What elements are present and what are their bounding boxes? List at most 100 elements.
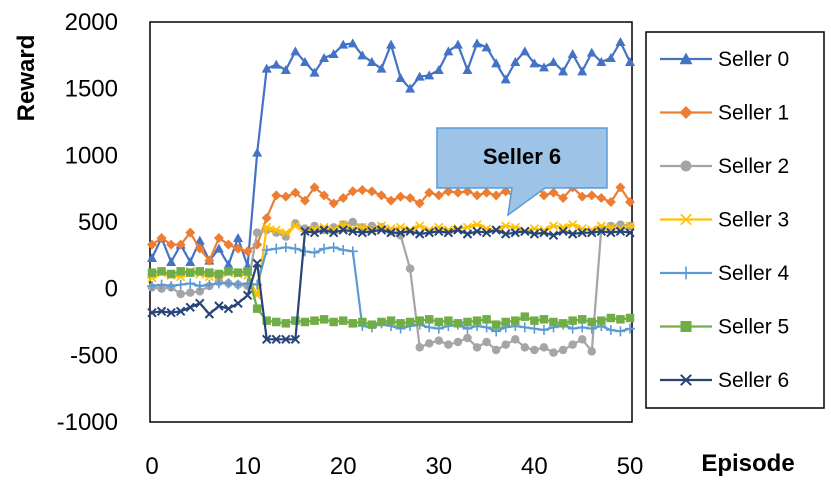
seller-1-point xyxy=(414,198,425,209)
seller-5-point xyxy=(367,320,377,329)
seller-0-point xyxy=(538,62,549,72)
seller-3-point xyxy=(567,220,578,230)
seller-1-point xyxy=(366,186,377,197)
seller-3-point xyxy=(271,225,282,235)
seller-5-point xyxy=(530,316,539,325)
legend-item-seller-6: Seller 6 xyxy=(660,369,789,392)
legend-marker xyxy=(679,106,693,119)
seller-1-point xyxy=(472,190,483,201)
seller-0-point xyxy=(414,71,425,81)
seller-5-point xyxy=(358,317,367,327)
seller-6-point xyxy=(252,258,262,269)
seller-2-point xyxy=(482,337,491,347)
seller-5-point xyxy=(415,316,424,325)
seller-0-point xyxy=(299,57,310,66)
seller-4-point xyxy=(194,281,205,291)
legend-item-seller-0: Seller 0 xyxy=(660,48,789,71)
legend-label: Seller 5 xyxy=(718,316,789,339)
seller-6-point xyxy=(453,225,463,235)
seller-6-point xyxy=(462,229,473,239)
seller-2-point xyxy=(491,345,501,355)
legend-marker xyxy=(680,320,692,333)
seller-1-point xyxy=(433,190,444,201)
x-tick-label: 30 xyxy=(425,453,452,480)
seller-4-point xyxy=(519,322,530,333)
callout-shape xyxy=(436,127,608,217)
seller-5-point xyxy=(463,317,472,327)
seller-0-point xyxy=(481,42,492,52)
seller-4-point xyxy=(166,281,177,291)
callout: Seller 6 xyxy=(436,127,608,217)
seller-4-point xyxy=(615,326,626,337)
x-tick-label: 0 xyxy=(145,453,158,480)
seller-2-point xyxy=(577,335,587,344)
y-tick-label: 2000 xyxy=(65,9,118,36)
seller-5-point xyxy=(453,319,463,328)
seller-0-point xyxy=(366,57,377,66)
seller-1-point xyxy=(309,182,320,193)
seller-1-point xyxy=(242,246,253,257)
seller-5-point xyxy=(616,315,625,324)
seller-6-point xyxy=(443,227,454,238)
seller-1-point xyxy=(462,186,473,197)
seller-5-point xyxy=(243,267,252,276)
seller-3-point xyxy=(548,221,559,231)
seller-3-point xyxy=(290,221,301,231)
seller-2-point xyxy=(252,228,262,237)
seller-1-point xyxy=(194,243,205,254)
seller-6-point xyxy=(434,226,444,237)
seller-5-point xyxy=(520,312,530,321)
seller-2-point xyxy=(549,348,558,357)
seller-2-point xyxy=(463,333,472,343)
seller-2-point xyxy=(587,347,597,356)
seller-6-point xyxy=(367,226,377,237)
seller-4-point xyxy=(261,245,272,255)
seller-6-point xyxy=(204,309,215,319)
seller-1-point xyxy=(376,190,387,201)
seller-6-point xyxy=(281,334,291,345)
seller-5-point xyxy=(558,319,568,328)
seller-1-point xyxy=(147,239,157,250)
seller-4-point xyxy=(424,322,435,333)
seller-2-point xyxy=(472,343,482,352)
seller-4-point xyxy=(567,323,578,334)
seller-3-point xyxy=(500,221,511,231)
seller-4-point xyxy=(625,323,635,334)
seller-0-point xyxy=(166,257,177,266)
seller-4-point xyxy=(175,279,186,290)
seller-6-point xyxy=(233,298,243,309)
seller-4-point xyxy=(156,279,167,290)
seller-0-point xyxy=(357,50,368,60)
seller-5-point xyxy=(281,319,291,328)
x-tick-label: 50 xyxy=(617,453,644,480)
seller-5-point xyxy=(549,317,558,327)
seller-2-point xyxy=(434,336,444,345)
seller-6-point xyxy=(472,226,482,237)
seller-4-point xyxy=(185,278,196,289)
seller-6-point xyxy=(587,227,597,238)
seller-1-point xyxy=(405,193,416,203)
seller-4-point xyxy=(529,323,540,334)
seller-5-point xyxy=(176,267,185,276)
legend-marker xyxy=(679,213,693,226)
seller-1-point xyxy=(175,239,186,250)
seller-6-point xyxy=(319,225,329,235)
seller-2-point xyxy=(424,339,434,348)
seller-5-point xyxy=(568,316,577,325)
seller-6-point xyxy=(271,334,281,345)
legend-marker xyxy=(679,266,693,280)
seller-0-point xyxy=(500,74,511,84)
seller-5-point xyxy=(300,317,310,327)
seller-0-point xyxy=(519,46,530,56)
seller-5-point xyxy=(396,319,405,328)
seller-5-point xyxy=(491,320,501,329)
seller-0-point xyxy=(586,47,597,57)
y-tick-label: 1500 xyxy=(65,76,118,103)
seller-6-point xyxy=(539,227,549,238)
seller-3-point xyxy=(414,221,425,231)
legend-item-seller-3: Seller 3 xyxy=(660,209,789,232)
x-tick-labels: 0 10 20 30 40 50 xyxy=(145,453,643,480)
legend-marker xyxy=(680,160,692,172)
seller-5-point xyxy=(587,317,597,327)
seller-1-point xyxy=(615,182,626,193)
